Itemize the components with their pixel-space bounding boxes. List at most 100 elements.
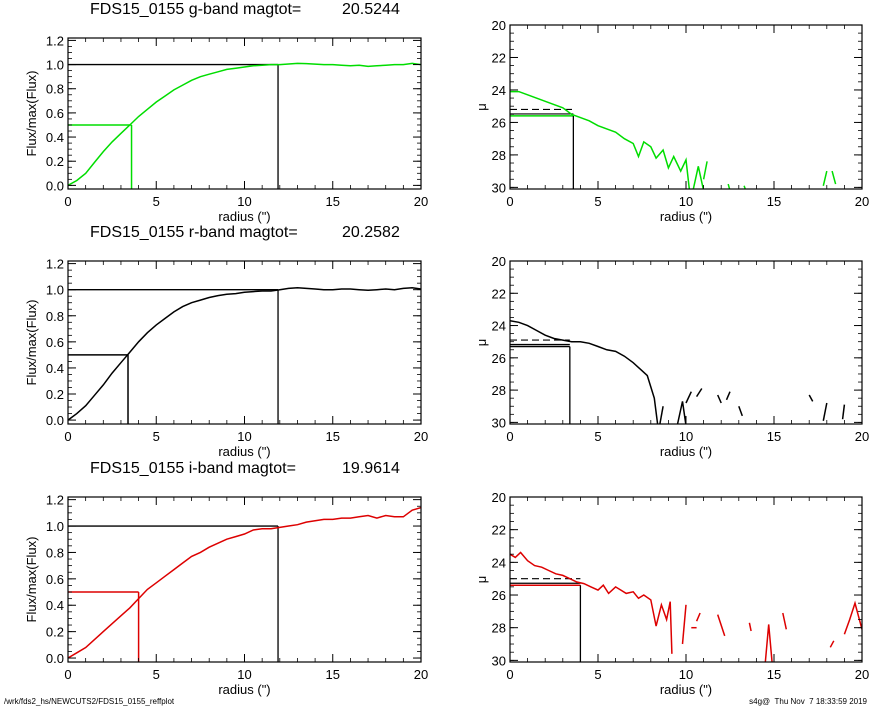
- profile-segment: [695, 612, 701, 622]
- panel-i-growth-curve: FDS15_0155 i-band magtot= 19.9614 0 5 10 15 20…: [24, 460, 428, 697]
- x-tick-label: 5: [594, 429, 601, 444]
- magtot-value: 20.2582: [342, 224, 400, 241]
- profile-segment: [808, 394, 814, 402]
- y-tick-label: 1.2: [46, 493, 64, 508]
- footer-file-path: /wrk/fds2_hs/NEWCUTS2/FDS15_0155_reffplo…: [4, 697, 175, 706]
- x-tick-label: 15: [326, 194, 340, 209]
- profile-segment: [743, 185, 747, 189]
- y-tick-label: 28: [492, 621, 506, 636]
- y-tick-label: 0.0: [46, 413, 64, 428]
- x-tick-label: 0: [64, 194, 71, 209]
- profile-segment: [717, 394, 722, 404]
- panel-title: FDS15_0155 i-band magtot=: [90, 460, 296, 477]
- x-tick-label: 10: [679, 194, 693, 209]
- x-tick-label: 10: [237, 667, 251, 682]
- profile-segment: [822, 402, 828, 421]
- y-tick-label: 22: [492, 50, 506, 65]
- x-tick-label: 20: [414, 667, 428, 682]
- x-axis-label: radius ("): [218, 444, 270, 459]
- y-tick-label: 1.2: [46, 33, 64, 48]
- x-tick-label: 0: [64, 429, 71, 444]
- panel-title: FDS15_0155 r-band magtot=: [90, 224, 298, 241]
- y-axis-label: Flux/max(Flux): [24, 71, 39, 157]
- profile-segment: [716, 614, 726, 637]
- y-tick-label: 24: [492, 319, 506, 334]
- profile-segment: [510, 319, 659, 424]
- y-tick-label: 30: [492, 415, 506, 430]
- y-tick-label: 0.2: [46, 387, 64, 402]
- magtot-value: 20.5244: [342, 1, 400, 18]
- plot-frame: [67, 496, 422, 663]
- profile-segment: [725, 391, 731, 401]
- y-tick-label: 0.6: [46, 572, 64, 587]
- y-tick-label: 20: [492, 18, 506, 33]
- x-tick-label: 0: [506, 429, 513, 444]
- y-tick-label: 0.4: [46, 598, 64, 613]
- plot-frame: [509, 260, 863, 425]
- y-tick-label: 26: [492, 115, 506, 130]
- x-tick-label: 15: [767, 194, 781, 209]
- profile-segment: [782, 612, 788, 630]
- y-tick-label: 0.2: [46, 625, 64, 640]
- profile-segment: [659, 406, 664, 424]
- growth-curve-line: [68, 506, 421, 659]
- plot-area: [510, 90, 837, 189]
- x-tick-label: 15: [767, 667, 781, 682]
- x-tick-label: 10: [237, 429, 251, 444]
- magtot-value: 19.9614: [342, 460, 400, 477]
- profile-segment: [841, 404, 846, 420]
- y-tick-label: 0.4: [46, 361, 64, 376]
- y-tick-label: 1.0: [46, 283, 64, 298]
- profile-segment: [727, 183, 731, 189]
- y-tick-label: 0.8: [46, 309, 64, 324]
- x-tick-label: 20: [414, 194, 428, 209]
- x-tick-label: 5: [594, 194, 601, 209]
- footer-timestamp: s4g@ Thu Nov 7 18:33:59 2019: [749, 697, 867, 706]
- x-tick-label: 0: [64, 667, 71, 682]
- plot-area: [510, 551, 862, 662]
- y-tick-label: 20: [492, 490, 506, 505]
- profile-segment: [843, 600, 862, 635]
- profile-segment: [831, 170, 837, 185]
- x-axis-label: radius ("): [660, 209, 712, 224]
- plot-area: [68, 506, 421, 662]
- x-tick-label: 5: [153, 667, 160, 682]
- y-axis-label: Flux/max(Flux): [24, 300, 39, 386]
- x-axis-label: radius ("): [660, 682, 712, 697]
- x-tick-label: 0: [506, 194, 513, 209]
- y-tick-label: 1.2: [46, 257, 64, 272]
- growth-curve-line: [68, 62, 421, 187]
- profile-segment: [695, 388, 703, 398]
- x-axis-label: radius ("): [218, 209, 270, 224]
- y-tick-label: 0.0: [46, 178, 64, 193]
- x-tick-label: 15: [326, 667, 340, 682]
- x-tick-label: 20: [855, 429, 869, 444]
- y-tick-label: 26: [492, 588, 506, 603]
- x-tick-label: 15: [767, 429, 781, 444]
- y-tick-label: 20: [492, 254, 506, 269]
- panel-r-surface-brightness: 0 5 10 15 20 20 22 24 26 28 30 radius (") μ: [474, 254, 869, 459]
- y-tick-label: 30: [492, 653, 506, 668]
- panel-r-growth-curve: FDS15_0155 r-band magtot= 20.2582 0 5 10 15 20…: [24, 224, 428, 459]
- plot-frame: [67, 37, 422, 190]
- x-tick-label: 0: [506, 667, 513, 682]
- y-tick-label: 26: [492, 351, 506, 366]
- profile-segment: [692, 166, 705, 189]
- panel-title: FDS15_0155 g-band magtot=: [90, 1, 301, 18]
- y-axis-label: μ: [474, 576, 489, 584]
- x-tick-label: 20: [414, 429, 428, 444]
- plot-area: [68, 62, 421, 189]
- profile-segment: [764, 624, 773, 662]
- x-tick-label: 10: [237, 194, 251, 209]
- plot-frame: [67, 260, 422, 425]
- x-tick-label: 10: [679, 429, 693, 444]
- y-tick-label: 24: [492, 83, 506, 98]
- profile-segment: [681, 604, 687, 645]
- x-tick-label: 20: [855, 667, 869, 682]
- y-tick-label: 0.8: [46, 545, 64, 560]
- x-tick-label: 20: [855, 194, 869, 209]
- y-axis-label: Flux/max(Flux): [24, 537, 39, 623]
- profile-segment: [738, 405, 744, 417]
- y-tick-label: 1.0: [46, 58, 64, 73]
